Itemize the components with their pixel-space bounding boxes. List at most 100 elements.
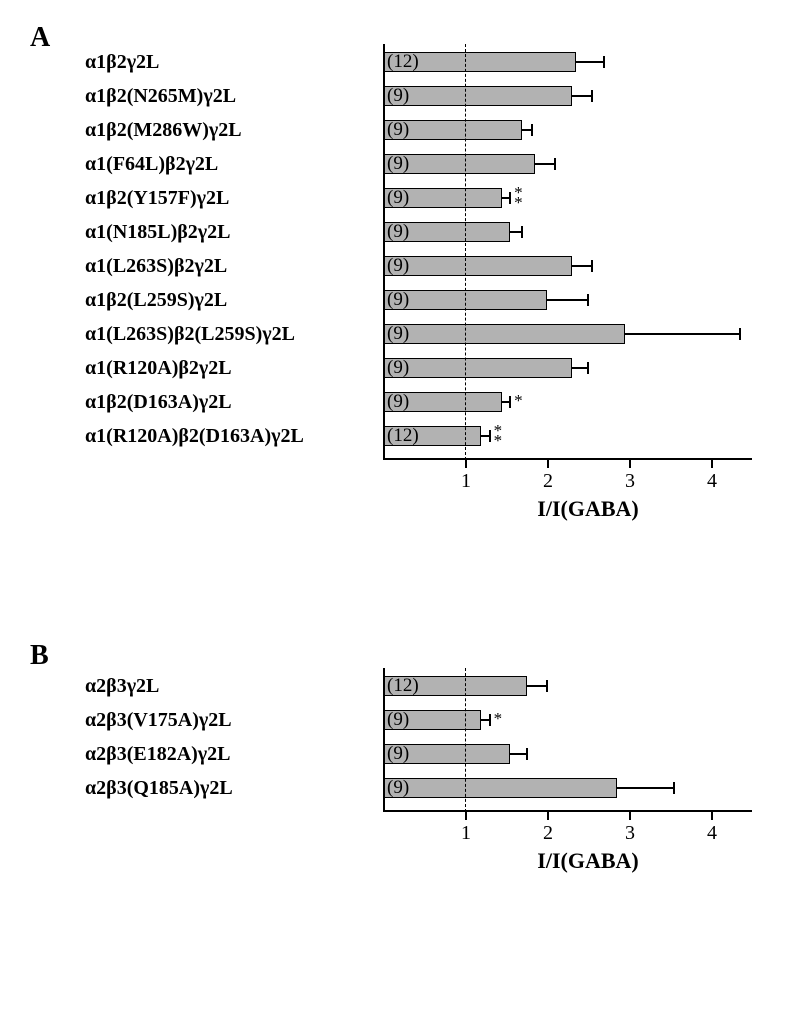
x-tick-label: 1 — [461, 822, 471, 845]
x-tick — [711, 810, 713, 820]
data-row: α1(R120A)β2(D163A)γ2L (12) ** — [0, 422, 793, 450]
n-label: (9) — [387, 320, 409, 348]
error-bar — [625, 333, 740, 335]
significance-mark: * — [494, 714, 503, 724]
row-label: α1(R120A)β2γ2L — [85, 354, 373, 382]
n-label: (9) — [387, 388, 409, 416]
data-row: α1β2(D163A)γ2L (9) * — [0, 388, 793, 416]
n-label: (12) — [387, 48, 419, 76]
data-row: α2β3γ2L (12) — [0, 672, 793, 700]
bar — [383, 358, 572, 378]
row-label: α2β3(E182A)γ2L — [85, 740, 373, 768]
x-tick-label: 2 — [543, 470, 553, 493]
bar — [383, 778, 617, 798]
n-label: (9) — [387, 150, 409, 178]
row-label: α1(N185L)β2γ2L — [85, 218, 373, 246]
row-label: α1(R120A)β2(D163A)γ2L — [85, 422, 373, 450]
error-cap — [587, 294, 589, 306]
error-cap — [587, 362, 589, 374]
error-bar — [535, 163, 556, 165]
n-label: (9) — [387, 774, 409, 802]
y-axis — [383, 668, 385, 812]
n-label: (9) — [387, 252, 409, 280]
error-bar — [547, 299, 588, 301]
data-row: α1β2(Y157F)γ2L (9) ** — [0, 184, 793, 212]
row-label: α1(L263S)β2(L259S)γ2L — [85, 320, 373, 348]
reference-line — [465, 44, 466, 460]
x-tick — [547, 458, 549, 468]
error-cap — [489, 714, 491, 726]
row-label: α1(L263S)β2γ2L — [85, 252, 373, 280]
error-cap — [489, 430, 491, 442]
row-label: α1β2(L259S)γ2L — [85, 286, 373, 314]
x-axis — [383, 458, 752, 460]
data-row: α1β2(N265M)γ2L (9) — [0, 82, 793, 110]
n-label: (9) — [387, 184, 409, 212]
x-tick — [547, 810, 549, 820]
bar — [383, 324, 625, 344]
bar — [383, 256, 572, 276]
error-cap — [591, 260, 593, 272]
data-row: α1(L263S)β2γ2L (9) — [0, 252, 793, 280]
data-row: α1β2γ2L (12) — [0, 48, 793, 76]
significance-mark: ** — [494, 426, 503, 446]
error-cap — [531, 124, 533, 136]
error-cap — [591, 90, 593, 102]
data-row: α1(L263S)β2(L259S)γ2L (9) — [0, 320, 793, 348]
x-tick-label: 4 — [707, 470, 717, 493]
row-label: α2β3(V175A)γ2L — [85, 706, 373, 734]
row-label: α1β2(D163A)γ2L — [85, 388, 373, 416]
n-label: (9) — [387, 82, 409, 110]
n-label: (9) — [387, 218, 409, 246]
error-bar — [572, 95, 593, 97]
row-label: α1β2γ2L — [85, 48, 373, 76]
row-label: α1β2(M286W)γ2L — [85, 116, 373, 144]
row-label: α2β3(Q185A)γ2L — [85, 774, 373, 802]
n-label: (9) — [387, 286, 409, 314]
x-tick — [711, 458, 713, 468]
n-label: (9) — [387, 354, 409, 382]
data-row: α1(R120A)β2γ2L (9) — [0, 354, 793, 382]
panel-b-label: B — [30, 640, 49, 672]
error-bar — [572, 367, 588, 369]
significance-mark: ** — [514, 188, 523, 208]
error-cap — [603, 56, 605, 68]
error-bar — [576, 61, 605, 63]
x-tick-label: 1 — [461, 470, 471, 493]
x-tick-label: 4 — [707, 822, 717, 845]
row-label: α2β3γ2L — [85, 672, 373, 700]
x-tick — [465, 458, 467, 468]
data-row: α2β3(Q185A)γ2L (9) — [0, 774, 793, 802]
x-tick-label: 3 — [625, 822, 635, 845]
error-cap — [521, 226, 523, 238]
figure-root: A α1β2γ2L(12)α1β2(N265M)γ2L(9)α1β2(M286W… — [0, 0, 793, 1015]
row-label: α1(F64L)β2γ2L — [85, 150, 373, 178]
x-tick — [465, 810, 467, 820]
n-label: (9) — [387, 740, 409, 768]
error-cap — [526, 748, 528, 760]
data-row: α1(N185L)β2γ2L (9) — [0, 218, 793, 246]
reference-line — [465, 668, 466, 812]
x-axis-title: I/I(GABA) — [537, 496, 638, 522]
x-axis-title: I/I(GABA) — [537, 848, 638, 874]
error-bar — [527, 685, 548, 687]
y-axis — [383, 44, 385, 460]
n-label: (9) — [387, 706, 409, 734]
data-row: α2β3(V175A)γ2L (9) * — [0, 706, 793, 734]
row-label: α1β2(Y157F)γ2L — [85, 184, 373, 212]
n-label: (12) — [387, 422, 419, 450]
row-label: α1β2(N265M)γ2L — [85, 82, 373, 110]
x-tick — [629, 810, 631, 820]
error-cap — [509, 192, 511, 204]
x-tick — [629, 458, 631, 468]
n-label: (12) — [387, 672, 419, 700]
error-bar — [510, 753, 526, 755]
data-row: α2β3(E182A)γ2L (9) — [0, 740, 793, 768]
significance-mark: * — [514, 396, 523, 406]
error-cap — [739, 328, 741, 340]
data-row: α1β2(M286W)γ2L(9) — [0, 116, 793, 144]
error-cap — [673, 782, 675, 794]
x-tick-label: 2 — [543, 822, 553, 845]
bar — [383, 86, 572, 106]
error-cap — [554, 158, 556, 170]
